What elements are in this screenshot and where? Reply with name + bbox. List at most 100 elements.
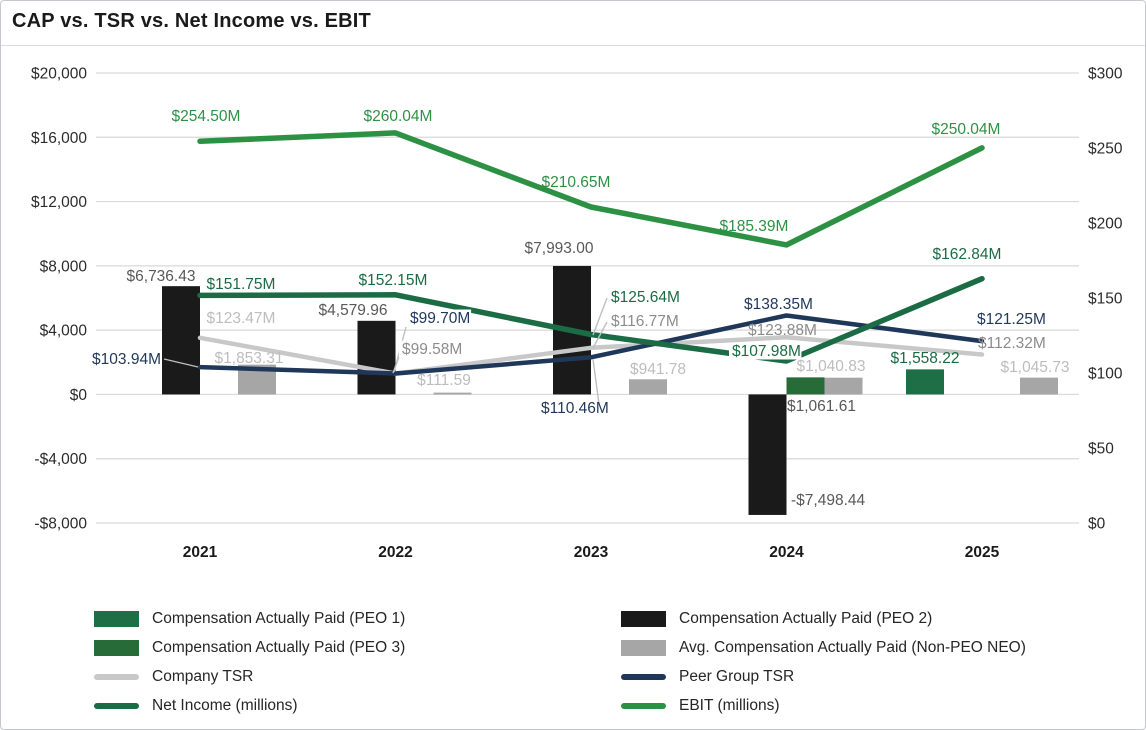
data-label-line: $185.39M [720,218,789,235]
cap-tsr-chart: $20,000 $16,000 $12,000 $8,000 $4,000 $0 -$4,0… [31,66,1123,562]
legend-label-ebit: EBIT (millions) [679,697,780,714]
left-axis-tick: $12,000 [31,194,87,211]
data-label-line: $260.04M [364,108,433,125]
line-net-income [197,275,985,364]
legend-label-company-tsr: Company TSR [152,668,254,685]
bar-nonpeo-2025 [1020,377,1058,395]
legend-swatch-cap-nonpeo [621,640,666,656]
chart-legend: Compensation Actually Paid (PEO 1) Compe… [94,610,1026,715]
legend-item-ebit: EBIT (millions) [621,697,1026,715]
legend-swatch-net-income [94,703,139,709]
legend-label-cap-nonpeo: Avg. Compensation Actually Paid (Non-PEO… [679,639,1026,656]
bar-peo2-2021 [162,286,200,395]
line-ebit [197,130,985,248]
data-label-bar: $6,736.43 [127,268,196,285]
data-label-line: $162.84M [933,246,1002,263]
page-title: CAP vs. TSR vs. Net Income vs. EBIT [12,10,371,32]
right-axis-tick: $50 [1088,441,1114,458]
bar-peo2-2024 [748,394,787,515]
label-bg [312,301,394,319]
data-label-bar: $1,558.22 [891,350,960,367]
data-label-line: $250.04M [932,121,1001,138]
data-label-line: $110.46M [541,400,609,417]
label-bg [608,312,681,330]
data-label-line: $210.65M [542,174,611,191]
label-leader-line [592,358,600,405]
data-label-line: $116.77M [611,313,679,330]
data-label-bar: -$7,498.44 [791,492,865,509]
legend-item-cap-peo3: Compensation Actually Paid (PEO 3) [94,639,621,657]
line-peer-tsr [197,313,985,376]
right-axis-tick: $250 [1088,141,1123,158]
data-label-line: $99.70M [410,310,470,327]
data-label-line: $103.94M [92,351,161,368]
label-bg [608,288,681,306]
data-label-bar: $1,045.73 [1001,359,1070,376]
bar-nonpeo-2024 [824,377,863,395]
data-label-bar: $1,040.83 [797,358,866,375]
bar-peo1-2025 [906,369,944,395]
legend-swatch-cap-peo2 [621,611,666,627]
left-axis-tick: $20,000 [31,66,87,83]
legend-item-company-tsr: Company TSR [94,668,621,686]
label-leader-line [392,356,400,374]
legend-label-cap-peo2: Compensation Actually Paid (PEO 2) [679,610,933,627]
data-label-line: $112.32M [978,335,1046,352]
data-label-line: $123.88M [748,322,817,339]
data-label-line: $152.15M [359,272,428,289]
legend-swatch-ebit [621,703,666,709]
legend-swatch-cap-peo1 [94,611,139,627]
data-label-line: $123.47M [207,310,276,327]
line-company-tsr [197,334,985,376]
data-label-line: $125.64M [611,289,680,306]
data-label-line: $138.35M [744,296,813,313]
legend-label-peer-tsr: Peer Group TSR [679,668,795,685]
data-label-bar: $7,993.00 [525,240,594,257]
legend-swatch-peer-tsr [621,674,666,680]
x-axis-year: 2024 [769,544,804,561]
label-leader-line [592,321,608,349]
data-label-bar: $111.59 [417,372,471,389]
legend-item-cap-peo2: Compensation Actually Paid (PEO 2) [621,610,1026,628]
bar-peo3-2024 [786,377,825,395]
right-axis-tick: $100 [1088,366,1123,383]
bar-peo2-2022 [357,320,396,395]
label-bg [729,342,802,360]
left-axis-tick: $8,000 [40,258,88,275]
data-label-bar: $4,579.96 [319,302,388,319]
data-label-line: $99.58M [402,341,462,358]
x-axis-year: 2023 [574,544,609,561]
legend-swatch-company-tsr [94,674,139,680]
title-divider [1,45,1145,46]
right-axis-tick: $0 [1088,516,1106,533]
legend-swatch-cap-peo3 [94,640,139,656]
data-label-line: $151.75M [207,276,276,293]
right-axis-tick: $150 [1088,291,1123,308]
left-axis-tick: $4,000 [40,323,88,340]
legend-label-cap-peo1: Compensation Actually Paid (PEO 1) [152,610,406,627]
data-label-line: $254.50M [172,108,241,125]
legend-label-cap-peo3: Compensation Actually Paid (PEO 3) [152,639,406,656]
legend-label-net-income: Net Income (millions) [152,697,298,714]
data-label-bar: $1,853.31 [215,350,284,367]
legend-item-cap-peo1: Compensation Actually Paid (PEO 1) [94,610,621,628]
data-label-bar: $941.78 [630,361,686,378]
left-axis-tick: -$4,000 [34,451,87,468]
right-axis-tick: $200 [1088,216,1123,233]
data-label-line: $121.25M [977,311,1046,328]
left-axis-tick: $0 [70,387,88,404]
legend-item-peer-tsr: Peer Group TSR [621,668,1026,686]
x-axis-year: 2021 [183,544,218,561]
x-axis-year: 2025 [965,544,1000,561]
label-bg [407,309,472,327]
legend-item-cap-nonpeo: Avg. Compensation Actually Paid (Non-PEO… [621,639,1026,657]
data-label-bar: $1,061.61 [787,398,856,415]
label-leader-line [163,358,199,368]
left-axis-tick: -$8,000 [34,516,87,533]
label-bg [399,340,464,358]
legend-item-net-income: Net Income (millions) [94,697,621,715]
data-label-line: $107.98M [732,343,801,360]
left-axis-tick: $16,000 [31,130,87,147]
right-axis-tick: $300 [1088,66,1123,83]
